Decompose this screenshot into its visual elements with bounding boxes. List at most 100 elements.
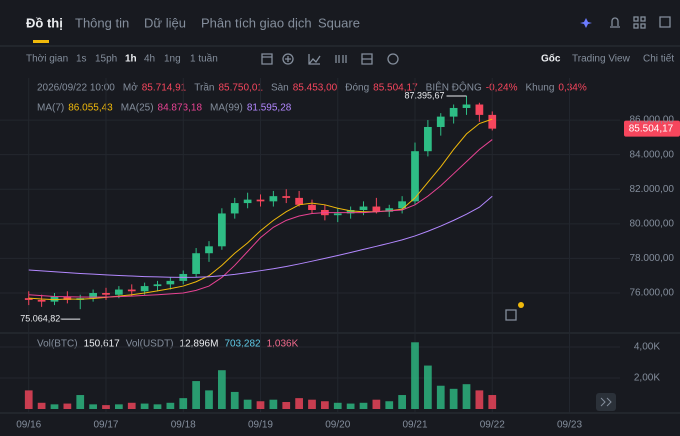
volume-legend: 150,617 (84, 339, 121, 350)
scroll-icon (600, 397, 612, 407)
interval[interactable]: 1 tuần (190, 53, 218, 65)
x-tick-label: 09/20 (325, 420, 350, 431)
candle-body (63, 296, 72, 300)
ai-icon[interactable] (580, 18, 592, 28)
volume-bar (449, 388, 458, 409)
replay-icon[interactable] (387, 53, 399, 65)
layout-icon[interactable] (361, 53, 373, 65)
add-icon-plus (285, 56, 291, 62)
calendar-icon[interactable] (261, 53, 273, 65)
add-icon[interactable] (282, 53, 294, 65)
y-tick-label: 2,00K (634, 373, 660, 384)
view[interactable]: Trading View (572, 54, 631, 65)
volume-bar (295, 398, 303, 409)
view[interactable]: Gốc (541, 53, 561, 65)
candle-body (24, 298, 33, 300)
info-label: Sàn (271, 83, 289, 94)
tab[interactable]: Thông tin (75, 15, 129, 30)
interval-label: Thời gian (26, 54, 68, 65)
candle-body (127, 289, 136, 292)
grid-icon-part (633, 23, 639, 29)
indicator-icon[interactable] (308, 54, 321, 65)
interval[interactable]: 15ph (95, 54, 117, 65)
interval[interactable]: 1h (125, 54, 137, 65)
candle-body (372, 206, 381, 212)
view[interactable]: Chi tiết (643, 53, 674, 65)
candle-icon[interactable] (335, 55, 347, 63)
candle-body (140, 286, 149, 292)
volume-bar (243, 399, 252, 409)
orders-icon[interactable] (505, 309, 517, 321)
volume-legend: 12,896M (180, 339, 219, 350)
candle-body (166, 280, 175, 285)
tab[interactable]: Đồ thị (26, 15, 63, 30)
info-time: 2026/09/22 10:00 (37, 83, 115, 94)
candle-body (436, 116, 445, 127)
high-label: 87.395,67 (404, 90, 444, 100)
interval[interactable]: 1s (76, 54, 87, 65)
volume-legend: 703,282 (224, 339, 261, 350)
candle-body (359, 206, 368, 210)
bell-icon[interactable] (610, 17, 620, 28)
grid-icon[interactable] (633, 16, 639, 22)
candle-body (153, 284, 162, 287)
candle-body (488, 114, 497, 129)
candle-body (462, 104, 471, 108)
scroll-button[interactable] (596, 393, 616, 411)
notice-dot (518, 302, 524, 308)
volume-bar (398, 395, 406, 409)
candle-body (475, 104, 484, 115)
legend-name: MA(7) (37, 103, 64, 114)
volume-bar (50, 404, 59, 409)
info-value: -0,24% (486, 83, 518, 94)
ma-line (28, 139, 493, 298)
x-tick-label: 09/19 (248, 420, 273, 431)
volume-bar (462, 384, 471, 409)
volume-bar (89, 404, 97, 409)
interval[interactable]: 4h (144, 54, 155, 65)
candle-body (230, 203, 239, 214)
interval[interactable]: 1ng (164, 54, 181, 65)
volume-bar (166, 402, 175, 409)
tab[interactable]: Dữ liệu (144, 15, 186, 30)
candle-body (243, 199, 252, 204)
info-label: BIÊN ĐỘNG (426, 81, 482, 94)
legend-value: 86.055,43 (68, 103, 113, 114)
candle-body (205, 246, 213, 254)
volume-bar (424, 365, 432, 409)
volume-bar (76, 395, 85, 409)
legend-name: MA(25) (121, 103, 154, 114)
info-label: Trần (194, 82, 214, 94)
volume-bar (37, 402, 46, 409)
tab[interactable]: Square (318, 15, 360, 30)
info-label: Đóng (345, 83, 369, 94)
legend-name: MA(99) (210, 103, 243, 114)
y-tick-label: 78.000,00 (630, 253, 675, 264)
candle-body (333, 213, 342, 216)
volume-bar (333, 402, 342, 409)
x-tick-label: 09/17 (93, 420, 118, 431)
x-tick-label: 09/21 (402, 420, 427, 431)
volume-legend: Vol(USDT) (126, 339, 174, 350)
volume-bar (153, 404, 162, 409)
candle-body (282, 196, 291, 198)
volume-bar (346, 403, 355, 409)
last-price-label: 85.504,17 (629, 123, 674, 134)
volume-bar (475, 390, 484, 409)
grid-icon-part (640, 16, 646, 22)
tab[interactable]: Phân tích giao dịch (201, 15, 312, 30)
candle-body (256, 199, 265, 202)
candle-body (398, 201, 406, 209)
fullscreen-icon[interactable] (659, 16, 671, 28)
candle-body (449, 107, 458, 117)
info-value: 85.453,00 (293, 83, 338, 94)
y-tick-label: 4,00K (634, 342, 660, 353)
volume-bar (372, 399, 381, 409)
volume-bar (256, 401, 265, 409)
y-tick-label: 84.000,00 (630, 149, 675, 160)
volume-bar (308, 399, 316, 409)
x-tick-label: 09/22 (480, 420, 505, 431)
candle-body (295, 197, 303, 205)
